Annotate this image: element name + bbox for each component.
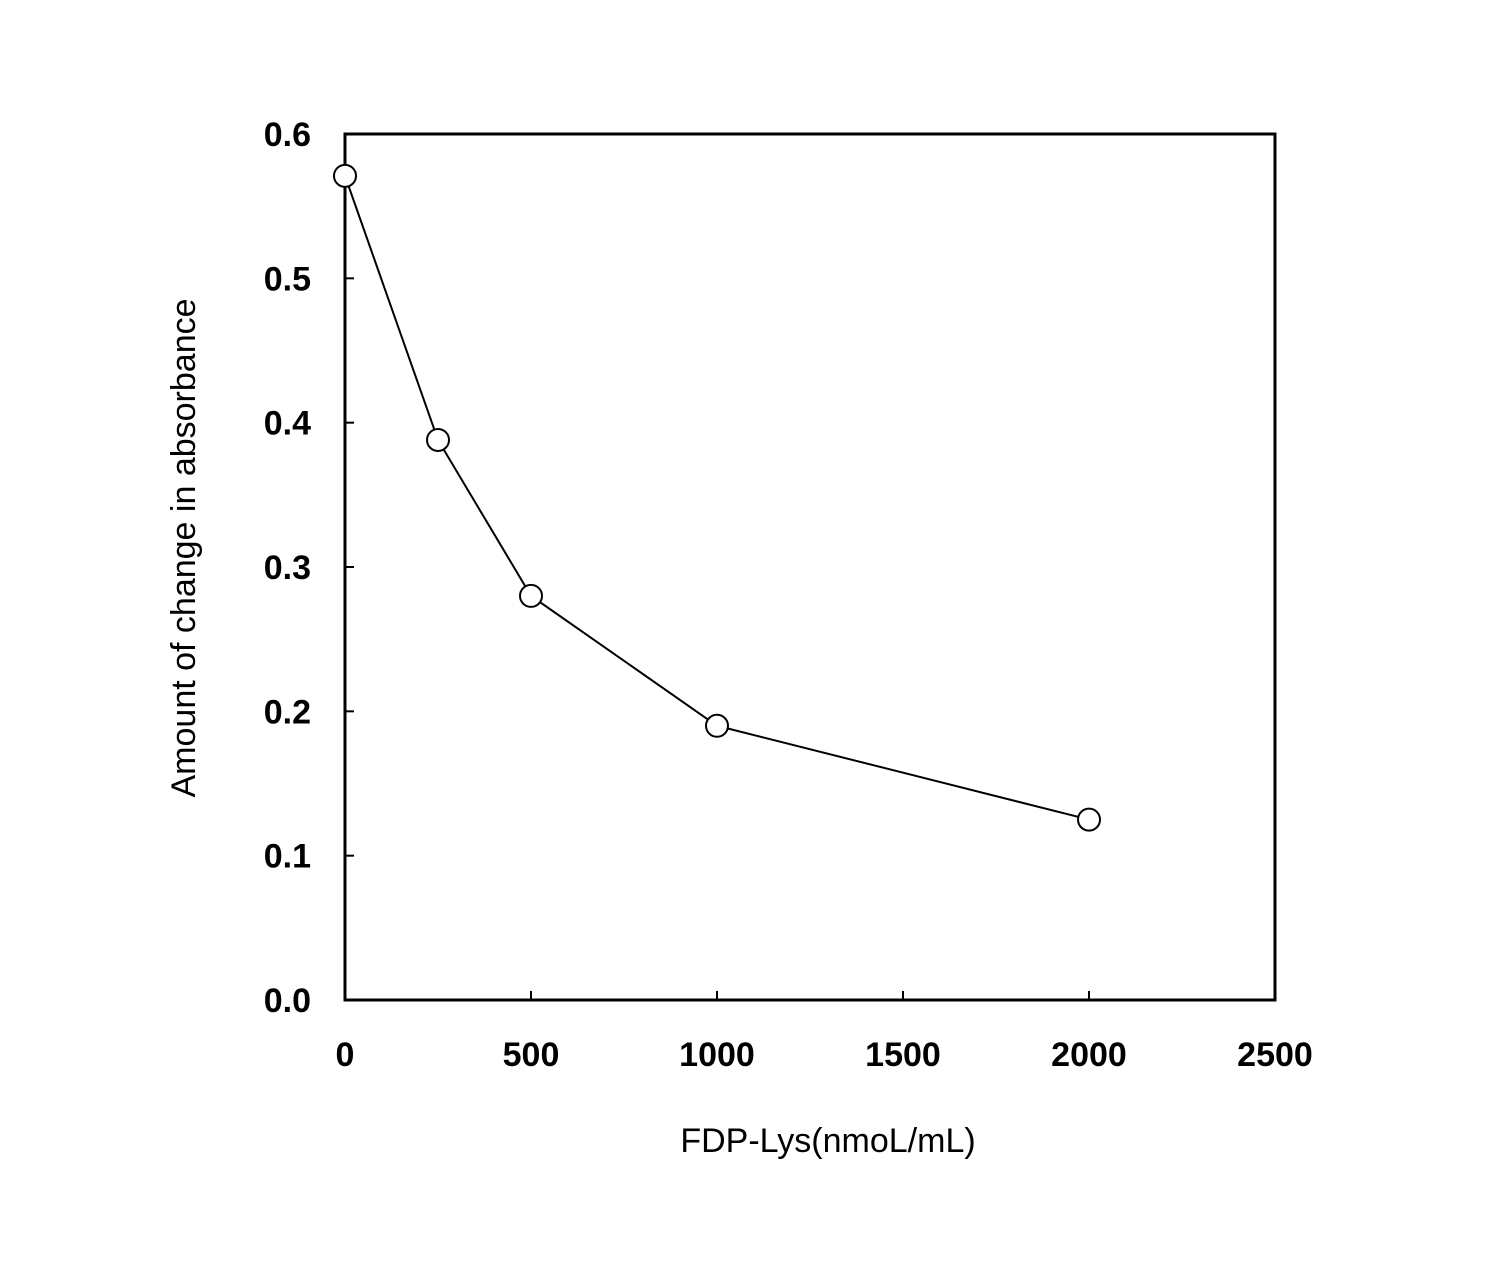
data-point (520, 585, 542, 607)
y-axis-ticks: 0.0 0.1 0.2 0.3 0.4 0.5 0.6 (264, 116, 354, 1020)
data-point (706, 715, 728, 737)
y-tick-label: 0.6 (264, 116, 311, 154)
x-axis-title: FDP-Lys(nmoL/mL) (680, 1122, 975, 1160)
data-point (427, 429, 449, 451)
x-tick-label: 500 (503, 1036, 560, 1074)
data-point (1078, 809, 1100, 831)
x-tick-label: 1000 (679, 1036, 755, 1074)
y-tick-label: 0.4 (264, 405, 311, 443)
x-tick-label: 1500 (865, 1036, 941, 1074)
data-points (334, 165, 1100, 831)
y-axis-title: Amount of change in absorbance (165, 298, 203, 797)
x-tick-label: 2500 (1237, 1036, 1313, 1074)
y-tick-label: 0.0 (264, 982, 311, 1020)
plot-frame (345, 134, 1275, 1000)
x-tick-label: 0 (336, 1036, 355, 1074)
y-tick-label: 0.5 (264, 260, 311, 298)
y-tick-label: 0.2 (264, 693, 311, 731)
y-tick-label: 0.1 (264, 838, 311, 876)
y-tick-label: 0.3 (264, 549, 311, 587)
x-axis-ticks: 0 500 1000 1500 2000 2500 (336, 991, 1313, 1074)
x-tick-label: 2000 (1051, 1036, 1127, 1074)
data-point (334, 165, 356, 187)
